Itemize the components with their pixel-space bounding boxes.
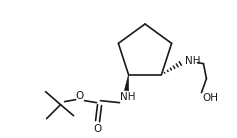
Polygon shape [124,75,129,91]
Text: NH: NH [186,56,201,66]
Text: O: O [93,124,102,134]
Text: O: O [75,91,84,101]
Text: NH: NH [119,92,135,102]
Text: OH: OH [202,93,219,103]
